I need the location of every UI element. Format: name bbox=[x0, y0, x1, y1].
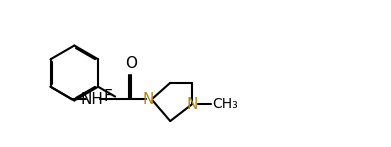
Text: N: N bbox=[186, 97, 197, 112]
Text: O: O bbox=[125, 56, 137, 71]
Text: N: N bbox=[143, 92, 154, 107]
Text: CH₃: CH₃ bbox=[212, 97, 238, 111]
Text: F: F bbox=[104, 89, 112, 104]
Text: NH: NH bbox=[80, 92, 103, 107]
